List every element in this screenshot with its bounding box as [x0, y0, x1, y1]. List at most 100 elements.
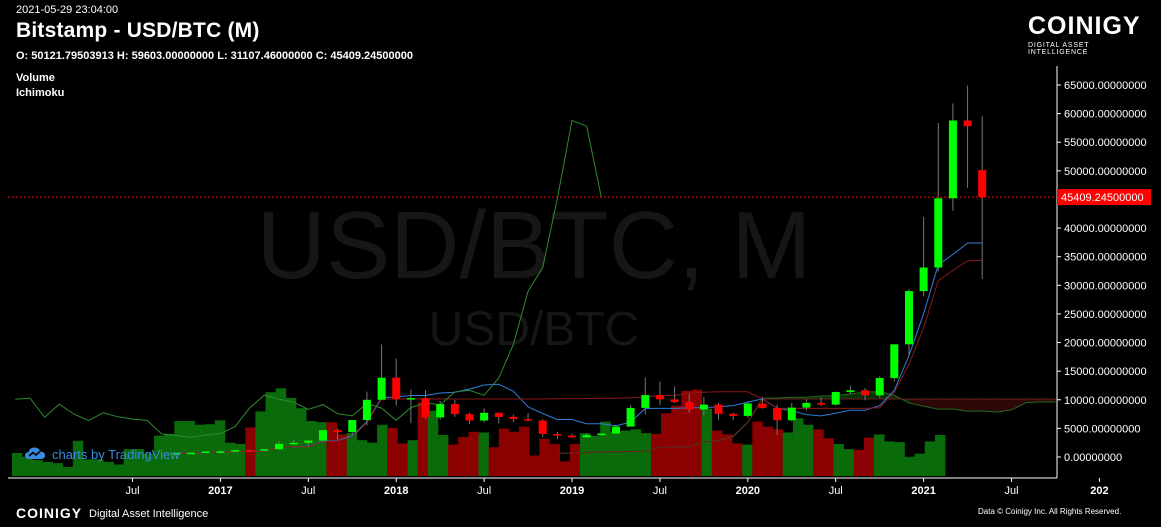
volume-bar	[12, 453, 23, 476]
volume-bar	[427, 410, 439, 476]
volume-bar	[894, 442, 905, 476]
volume-bar	[610, 431, 621, 476]
candle-body	[905, 291, 913, 345]
y-tick-label: 50000.00000000	[1064, 166, 1147, 178]
x-tick-label: 2020	[736, 485, 760, 497]
candle-body	[392, 377, 401, 400]
volume-bar	[559, 461, 571, 476]
volume-bar	[620, 430, 631, 476]
symbol-watermark: USD/BTC, M USD/BTC	[257, 192, 812, 356]
chart-timestamp: 2021-05-29 23:04:00	[16, 4, 119, 16]
cloud-icon	[24, 446, 46, 463]
volume-bar	[488, 447, 500, 476]
volume-bar	[671, 405, 682, 476]
volume-bar	[265, 392, 276, 476]
volume-bar	[93, 459, 104, 476]
candle-body	[612, 426, 620, 434]
volume-bar	[356, 440, 368, 476]
volume-bar	[934, 435, 946, 476]
candle-body	[465, 414, 474, 421]
volume-bar	[448, 444, 459, 476]
volume-bar	[296, 408, 307, 476]
volume-bar	[519, 426, 530, 476]
y-tick-label: 15000.00000000	[1064, 366, 1147, 378]
candle-body	[846, 390, 855, 392]
volume-bars	[12, 388, 946, 476]
cloud-segment	[982, 399, 997, 412]
volume-bar	[32, 460, 43, 476]
volume-bar	[803, 424, 814, 476]
volume-bar	[691, 389, 702, 476]
x-tick-label: Jul	[653, 485, 667, 497]
candle-body	[817, 402, 826, 405]
last-price-tag	[1057, 189, 1151, 206]
volume-bar	[22, 456, 33, 476]
watermark-main-text: USD/BTC, M	[257, 192, 812, 299]
candle-body	[480, 412, 489, 421]
volume-bar	[235, 444, 246, 476]
coinigy-logo: COINIGY DIGITAL ASSET INTELLIGENCE	[1028, 14, 1150, 58]
candle-body	[362, 399, 371, 421]
candle-body	[377, 377, 386, 400]
candle-body	[685, 402, 694, 410]
y-tick-label: 35000.00000000	[1064, 252, 1147, 264]
footer-tagline: Digital Asset Intelligence	[89, 508, 209, 520]
study-label-ichimoku[interactable]: Ichimoku	[16, 87, 65, 99]
volume-bar	[214, 420, 226, 476]
volume-bar	[752, 421, 763, 476]
volume-bar	[590, 435, 601, 476]
volume-bar	[569, 444, 581, 476]
volume-bar	[711, 430, 723, 476]
study-label-volume[interactable]: Volume	[16, 72, 55, 84]
candle-body	[890, 344, 899, 379]
candle-body	[831, 392, 840, 405]
volume-bar	[732, 443, 743, 476]
candle-body	[670, 399, 679, 403]
volume-bar	[42, 461, 53, 476]
candle-body	[421, 398, 430, 418]
tradingview-credit[interactable]: charts by TradingView	[24, 446, 180, 463]
volume-bar	[630, 429, 642, 476]
volume-bar	[539, 438, 550, 476]
volume-bar	[204, 424, 216, 476]
candle-body	[348, 420, 357, 433]
candle-body	[787, 407, 796, 421]
candle-body	[231, 450, 240, 452]
candle-body	[289, 442, 298, 445]
candle-body	[743, 403, 752, 416]
volume-bar	[782, 432, 794, 476]
volume-bar	[306, 421, 317, 476]
cloud-segment	[938, 399, 953, 410]
volume-bar	[123, 449, 135, 476]
x-tick-label: 2018	[384, 485, 408, 497]
ichimoku-lines	[8, 119, 1056, 454]
volume-bar	[721, 434, 733, 476]
candle-body	[729, 413, 738, 416]
volume-bar	[417, 402, 429, 476]
cloud-segment	[1040, 399, 1056, 402]
candle-body	[934, 198, 943, 268]
candle-body	[319, 430, 327, 441]
volume-bar	[640, 433, 652, 476]
volume-bar	[701, 408, 713, 476]
volume-bar	[164, 433, 175, 476]
candle-body	[978, 170, 987, 198]
cloud-segment	[1011, 399, 1027, 410]
candle-body	[333, 430, 342, 433]
footer-logo: COINIGY	[16, 505, 83, 521]
volume-bar	[498, 428, 510, 476]
candle-body	[582, 435, 591, 438]
volume-bar	[285, 397, 297, 476]
candle-body	[919, 267, 928, 292]
footer-copyright: Data © Coinigy Inc. All Rights Reserved.	[978, 507, 1122, 516]
candle-body	[773, 408, 782, 421]
ohlc-readout: O: 50121.79503913 H: 59603.00000000 L: 3…	[16, 50, 413, 62]
volume-bar	[326, 422, 337, 476]
volume-bar	[366, 442, 378, 476]
candle-body	[875, 378, 884, 396]
volume-bar	[924, 441, 936, 476]
chikou-line	[15, 119, 602, 438]
candle-body	[494, 412, 503, 417]
candles	[172, 85, 987, 455]
